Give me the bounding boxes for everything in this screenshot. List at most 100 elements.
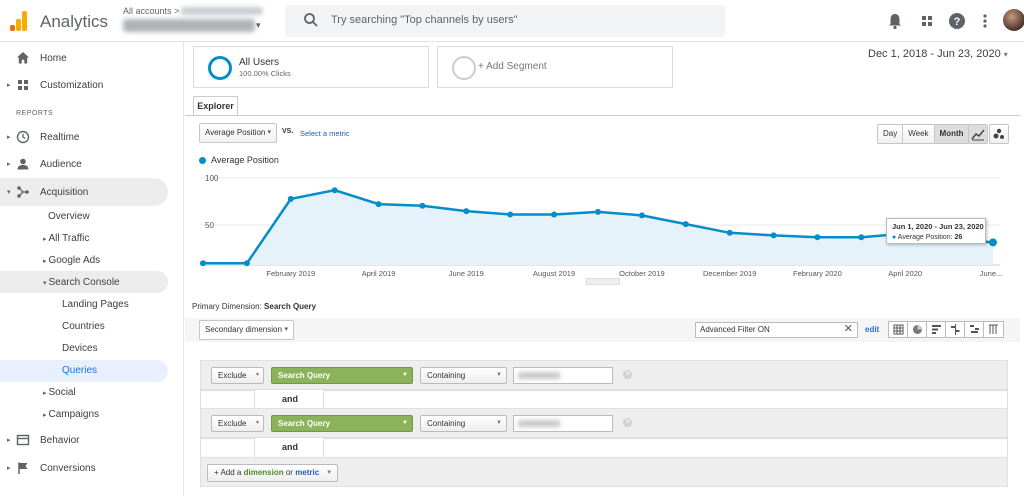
chevron-down-icon: ▼ xyxy=(402,372,408,378)
sidebar-item-conversions[interactable]: ▸ Conversions xyxy=(0,460,184,476)
help-icon[interactable]: ? xyxy=(948,12,966,30)
sidebar-item-audience[interactable]: ▸ Audience xyxy=(0,156,184,172)
x-tick-label: April 2019 xyxy=(362,269,396,278)
sidebar-item-social[interactable]: ▸ Social xyxy=(43,387,76,398)
data-point[interactable] xyxy=(331,187,338,194)
y-tick-label: 100 xyxy=(205,174,219,183)
dimension-select[interactable]: Search Query ▼ xyxy=(271,415,413,432)
bubble-chart-icon xyxy=(993,128,1004,139)
series-area xyxy=(203,190,993,265)
data-point[interactable] xyxy=(595,208,601,215)
period-day-button[interactable]: Day xyxy=(878,125,904,143)
edit-filter-link[interactable]: edit xyxy=(865,325,880,334)
sidebar-item-devices[interactable]: Devices xyxy=(62,343,98,354)
data-point[interactable] xyxy=(726,229,733,236)
apps-grid-icon[interactable] xyxy=(918,12,936,30)
data-point[interactable] xyxy=(507,211,514,218)
data-point[interactable] xyxy=(463,208,470,215)
pivot-view-button[interactable] xyxy=(984,322,1003,337)
close-icon[interactable]: ✕ xyxy=(843,323,853,335)
sidebar-item-search-console[interactable]: ▾ Search Console xyxy=(43,277,120,288)
data-point[interactable] xyxy=(419,202,426,209)
filter-value-input[interactable] xyxy=(513,367,613,384)
sidebar-item-overview[interactable]: Overview xyxy=(48,211,90,222)
match-type-select[interactable]: Containing ▼ xyxy=(420,367,507,384)
sidebar-item-behavior[interactable]: ▸ Behavior xyxy=(0,432,184,448)
secondary-dimension-dropdown[interactable]: Secondary dimension ▾ xyxy=(199,320,294,340)
filter-value-input[interactable] xyxy=(513,415,613,432)
remove-filter-icon[interactable]: ✕ xyxy=(623,418,632,427)
add-segment-button[interactable]: + Add Segment xyxy=(437,46,673,88)
date-range-picker[interactable]: Dec 1, 2018 - Jun 23, 2020 ▾ xyxy=(868,48,1008,60)
tab-explorer[interactable]: Explorer xyxy=(193,96,238,116)
analytics-logo[interactable] xyxy=(10,11,28,31)
search-placeholder: Try searching "Top channels by users" xyxy=(331,14,518,26)
sidebar-item-all-traffic[interactable]: ▸ All Traffic xyxy=(43,233,89,244)
line-chart-toggle[interactable] xyxy=(968,124,988,144)
sidebar-label: Campaigns xyxy=(48,409,100,420)
data-point[interactable] xyxy=(287,195,294,202)
advanced-filter-field[interactable]: Advanced Filter ON ✕ xyxy=(695,322,858,338)
segment-empty-circle-icon xyxy=(452,56,476,80)
select-metric-link[interactable]: Select a metric xyxy=(300,129,350,138)
table-view-button[interactable] xyxy=(889,322,908,337)
sidebar-item-google-ads[interactable]: ▸ Google Ads xyxy=(43,255,100,266)
motion-chart-toggle[interactable] xyxy=(989,124,1009,144)
sidebar-item-customization[interactable]: ▸ Customization xyxy=(0,77,184,93)
data-point[interactable] xyxy=(770,232,777,239)
dimension-label: Search Query xyxy=(278,371,331,380)
and-spacer xyxy=(323,438,1008,458)
dashboard-icon xyxy=(18,80,28,90)
data-point[interactable] xyxy=(682,221,689,228)
sidebar: Home ▸ Customization REPORTS ▸ Realtime … xyxy=(0,42,184,496)
sidebar-item-countries[interactable]: Countries xyxy=(62,321,105,332)
data-point[interactable] xyxy=(638,212,645,219)
collapse-caret-icon: ▾ xyxy=(43,280,49,287)
tooltip-value-line: ● Average Position: 26 xyxy=(892,234,980,241)
sidebar-item-queries[interactable]: Queries xyxy=(62,365,98,376)
advanced-filter-label: Advanced Filter ON xyxy=(700,325,770,334)
data-point[interactable] xyxy=(243,260,250,267)
remove-filter-icon[interactable]: ✕ xyxy=(623,370,632,379)
search-bar[interactable]: Try searching "Top channels by users" xyxy=(285,5,725,37)
sidebar-item-campaigns[interactable]: ▸ Campaigns xyxy=(43,409,99,420)
data-point[interactable] xyxy=(858,234,865,241)
more-vert-icon[interactable] xyxy=(976,12,994,30)
include-exclude-select[interactable]: Exclude ▾ xyxy=(211,415,264,432)
match-type-select[interactable]: Containing ▼ xyxy=(420,415,507,432)
chevron-down-icon: ▾ xyxy=(284,326,288,333)
sidebar-item-acquisition[interactable]: ▾ Acquisition xyxy=(0,184,184,200)
comparison-view-button[interactable] xyxy=(946,322,965,337)
data-point[interactable] xyxy=(551,211,558,218)
search-icon xyxy=(304,13,318,27)
sidebar-item-home[interactable]: Home xyxy=(0,50,184,66)
account-caret-icon[interactable]: ▾ xyxy=(256,20,261,30)
pie-view-button[interactable] xyxy=(908,322,927,337)
sidebar-item-landing-pages[interactable]: Landing Pages xyxy=(62,299,129,310)
data-point[interactable] xyxy=(200,260,206,267)
data-point[interactable] xyxy=(375,201,382,208)
include-exclude-select[interactable]: Exclude ▾ xyxy=(211,367,264,384)
period-week-button[interactable]: Week xyxy=(903,125,935,143)
sidebar-item-realtime[interactable]: ▸ Realtime xyxy=(0,129,184,145)
chart-resize-handle[interactable] xyxy=(586,278,620,285)
metric-selector[interactable]: Average Position ▾ xyxy=(199,123,277,143)
term-cloud-view-button[interactable] xyxy=(965,322,984,337)
bell-icon[interactable] xyxy=(886,12,904,30)
period-selector: Day Week Month xyxy=(877,124,970,144)
primary-dimension-value[interactable]: Search Query xyxy=(264,302,317,311)
and-spacer xyxy=(323,390,1008,410)
dimension-select[interactable]: Search Query ▼ xyxy=(271,367,413,384)
add-dimension-or-metric-button[interactable]: + Add a dimension or metric ▼ xyxy=(207,464,339,482)
expand-caret-icon: ▸ xyxy=(43,258,49,265)
data-point[interactable] xyxy=(814,234,821,241)
period-month-button[interactable]: Month xyxy=(934,125,969,143)
property-name-redacted[interactable] xyxy=(123,19,255,32)
data-point[interactable] xyxy=(989,238,997,247)
segment-all-users[interactable]: All Users 100.00% Clicks xyxy=(193,46,429,88)
person-icon xyxy=(17,158,29,170)
account-path[interactable]: All accounts > xyxy=(123,6,180,16)
chevron-down-icon: ▼ xyxy=(496,372,502,378)
performance-view-button[interactable] xyxy=(927,322,946,337)
user-avatar[interactable] xyxy=(1003,9,1024,31)
